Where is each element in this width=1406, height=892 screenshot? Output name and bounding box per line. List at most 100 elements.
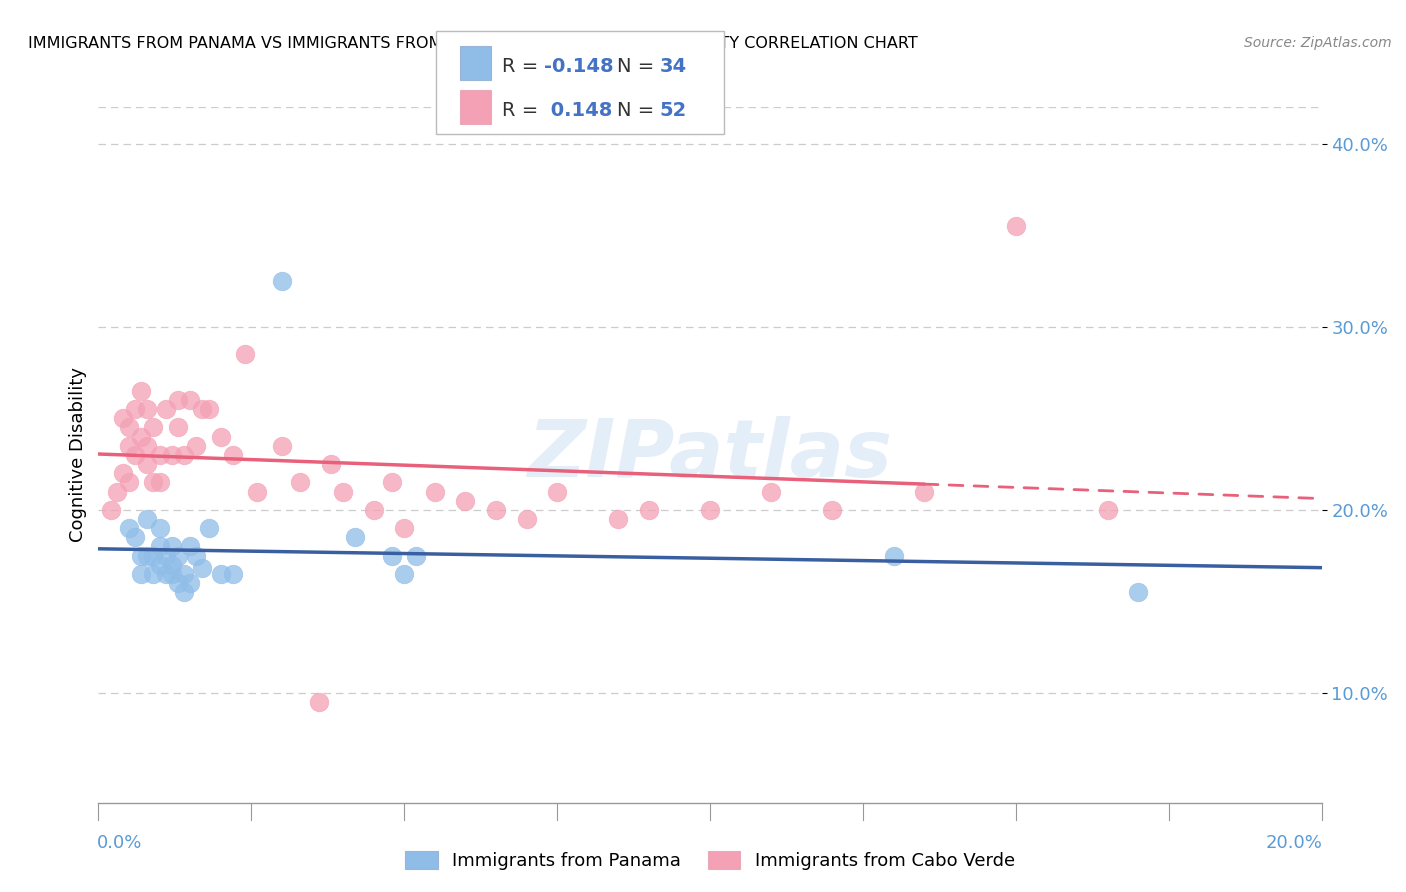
Point [699,503,721,517]
Text: 20.0%: 20.0% [1265,834,1323,852]
Point [142,475,165,490]
Text: N =: N = [617,102,661,120]
Point [233,347,256,361]
Point [149,521,172,535]
Point [129,566,152,581]
Point [197,402,219,417]
Point [118,439,141,453]
Point [136,549,159,563]
Point [179,576,201,591]
Point [392,521,416,535]
Point [759,484,782,499]
Point [149,540,172,554]
Point [381,475,404,490]
Point [392,566,416,581]
Point [129,429,152,443]
Point [118,521,141,535]
Point [173,566,195,581]
Point [191,561,214,575]
Point [222,448,245,462]
Point [118,420,141,434]
Point [124,402,146,417]
Point [344,530,367,544]
Point [167,420,190,434]
Text: -0.148: -0.148 [544,57,614,77]
Point [124,530,146,544]
Point [637,503,661,517]
Point [197,521,219,535]
Point [173,585,195,599]
Point [821,503,844,517]
Text: R =: R = [502,102,544,120]
Point [883,549,905,563]
Point [405,549,427,563]
Point [332,484,354,499]
Point [209,429,232,443]
Text: Source: ZipAtlas.com: Source: ZipAtlas.com [1244,36,1392,50]
Point [173,448,195,462]
Point [142,566,165,581]
Point [136,512,159,526]
Point [149,475,172,490]
Point [160,540,183,554]
Point [118,475,141,490]
Point [1004,219,1026,233]
Point [160,566,183,581]
Point [160,448,183,462]
Text: 52: 52 [659,102,686,120]
Point [149,448,172,462]
Point [155,566,177,581]
Point [179,392,201,407]
Point [142,549,165,563]
Point [160,558,183,572]
Point [516,512,538,526]
Point [423,484,446,499]
Point [246,484,269,499]
Point [454,493,477,508]
Point [1097,503,1119,517]
Point [142,420,165,434]
Point [167,549,190,563]
Point [319,457,342,471]
Point [100,503,122,517]
Point [167,576,190,591]
Text: N =: N = [617,57,661,77]
Point [290,475,312,490]
Point [136,402,159,417]
Point [222,566,245,581]
Text: 34: 34 [659,57,686,77]
Point [136,439,159,453]
Point [186,439,208,453]
Point [129,384,152,398]
Point [485,503,508,517]
Y-axis label: Cognitive Disability: Cognitive Disability [69,368,87,542]
Text: IMMIGRANTS FROM PANAMA VS IMMIGRANTS FROM CABO VERDE COGNITIVE DISABILITY CORREL: IMMIGRANTS FROM PANAMA VS IMMIGRANTS FRO… [28,36,918,51]
Text: ZIPatlas: ZIPatlas [527,416,893,494]
Point [136,457,159,471]
Point [179,540,201,554]
Text: 0.148: 0.148 [544,102,613,120]
Point [186,549,208,563]
Point [111,467,134,481]
Point [363,503,385,517]
Point [308,695,330,709]
Point [155,549,177,563]
Point [149,558,172,572]
Point [124,448,146,462]
Text: 0.0%: 0.0% [97,834,142,852]
Text: R =: R = [502,57,544,77]
Point [167,392,190,407]
Point [1128,585,1150,599]
Point [105,484,128,499]
Point [129,549,152,563]
Legend: Immigrants from Panama, Immigrants from Cabo Verde: Immigrants from Panama, Immigrants from … [398,844,1022,877]
Point [209,566,232,581]
Point [912,484,935,499]
Point [270,274,292,288]
Point [607,512,630,526]
Point [381,549,404,563]
Point [546,484,568,499]
Point [270,439,292,453]
Point [155,402,177,417]
Point [111,411,134,425]
